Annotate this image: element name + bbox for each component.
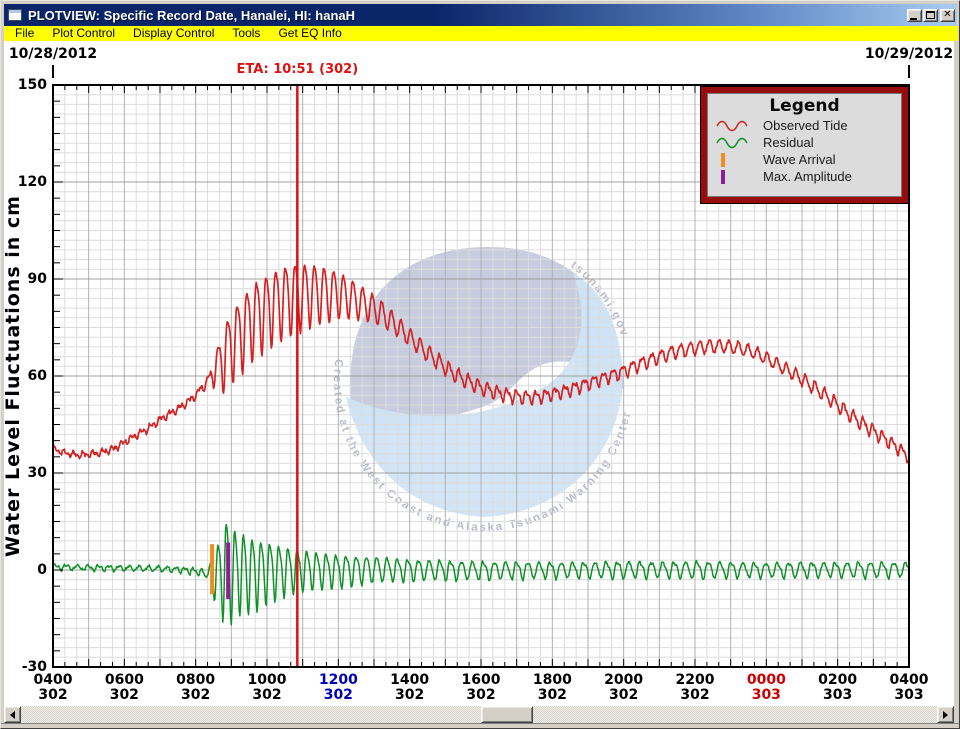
x-tick-label: 1600 302 <box>449 673 513 703</box>
x-tick-time: 1200 <box>318 672 358 688</box>
x-tick-label: 0200 303 <box>806 673 870 703</box>
x-tick-day: 303 <box>894 687 924 703</box>
y-tick-label: -30 <box>21 659 47 675</box>
x-tick-day: 302 <box>609 687 639 703</box>
legend-box: Legend Observed Tide Residual Wave Arrival… <box>701 87 908 203</box>
y-tick-label: 0 <box>37 562 47 578</box>
x-tick-label: 1400 302 <box>378 673 442 703</box>
scroll-right-button[interactable] <box>937 706 954 723</box>
x-tick-label: 2000 302 <box>592 673 656 703</box>
legend-item: Wave Arrival <box>707 151 902 168</box>
scroll-right-icon <box>943 710 952 719</box>
y-tick-label: 120 <box>17 174 47 190</box>
x-tick-label: 0600 302 <box>92 673 156 703</box>
x-tick-day: 303 <box>823 687 853 703</box>
scroll-left-button[interactable] <box>4 706 21 723</box>
y-tick-label: 90 <box>27 271 47 287</box>
vertical-bar-icon <box>707 169 763 185</box>
x-tick-time: 0800 <box>176 672 216 688</box>
legend-item-label: Max. Amplitude <box>763 169 852 184</box>
x-tick-day: 302 <box>680 687 710 703</box>
y-tick-label: 150 <box>17 77 47 93</box>
menu-item-display-control[interactable]: Display Control <box>133 26 215 40</box>
x-tick-time: 0000 <box>746 672 786 688</box>
y-tick-label: 60 <box>27 368 47 384</box>
menu-item-tools[interactable]: Tools <box>232 26 261 40</box>
x-tick-day: 302 <box>38 687 68 703</box>
window-title: PLOTVIEW: Specific Record Date, Hanalei,… <box>28 7 355 23</box>
x-tick-label: 0400 303 <box>877 673 941 703</box>
legend-item: Observed Tide <box>707 117 902 134</box>
scroll-left-icon <box>6 710 15 719</box>
x-tick-time: 0200 <box>818 672 858 688</box>
x-tick-label: 1000 302 <box>235 673 299 703</box>
horizontal-scrollbar[interactable] <box>4 706 954 723</box>
sine-wave-icon <box>707 135 763 151</box>
x-tick-day: 302 <box>323 687 353 703</box>
x-tick-day: 303 <box>751 687 781 703</box>
x-tick-label: 0400 302 <box>21 673 85 703</box>
x-tick-time: 1600 <box>461 672 501 688</box>
legend-items: Observed Tide Residual Wave Arrival Max. Am… <box>707 117 902 185</box>
x-tick-time: 2200 <box>675 672 715 688</box>
x-tick-label: 1800 302 <box>520 673 584 703</box>
menu-item-get-eq-info[interactable]: Get EQ Info <box>278 26 342 40</box>
minimize-button[interactable] <box>907 9 922 22</box>
menu-item-plot-control[interactable]: Plot Control <box>52 26 116 40</box>
maximize-icon <box>926 11 935 19</box>
legend-item-label: Residual <box>763 135 814 150</box>
x-tick-day: 302 <box>109 687 139 703</box>
y-tick-label: 30 <box>27 465 47 481</box>
x-tick-day: 302 <box>466 687 496 703</box>
x-tick-time: 0400 <box>33 672 73 688</box>
x-tick-label: 0800 302 <box>164 673 228 703</box>
x-tick-time: 1000 <box>247 672 287 688</box>
minimize-icon <box>910 18 917 20</box>
vertical-bar-icon <box>707 152 763 168</box>
x-tick-label: 0000 303 <box>734 673 798 703</box>
legend-item-label: Wave Arrival <box>763 152 836 167</box>
x-tick-time: 1800 <box>532 672 572 688</box>
date-label: 10/29/2012 <box>864 46 954 62</box>
app-icon <box>8 9 22 21</box>
legend-item: Residual <box>707 134 902 151</box>
window-bottom-border <box>1 723 959 728</box>
eta-annotation: ETA: 10:51 (302) <box>236 62 359 77</box>
menu-bar: File Plot Control Display Control Tools Get … <box>4 26 958 41</box>
close-button[interactable]: ✕ <box>940 9 955 22</box>
x-tick-label: 1200 302 <box>306 673 370 703</box>
date-label: 10/28/2012 <box>8 46 98 62</box>
close-icon: ✕ <box>943 9 952 20</box>
x-tick-day: 302 <box>252 687 282 703</box>
title-bar[interactable]: PLOTVIEW: Specific Record Date, Hanalei,… <box>4 4 957 26</box>
menu-item-file[interactable]: File <box>15 26 35 40</box>
x-tick-time: 0400 <box>889 672 929 688</box>
legend-title: Legend <box>769 96 840 116</box>
maximize-button[interactable] <box>923 9 938 22</box>
x-tick-day: 302 <box>395 687 425 703</box>
scrollbar-thumb[interactable] <box>481 706 533 723</box>
x-tick-time: 0600 <box>104 672 144 688</box>
legend-item-label: Observed Tide <box>763 118 848 133</box>
sine-wave-icon <box>707 118 763 134</box>
x-tick-day: 302 <box>537 687 567 703</box>
x-tick-time: 2000 <box>604 672 644 688</box>
legend-item: Max. Amplitude <box>707 168 902 185</box>
x-tick-time: 1400 <box>390 672 430 688</box>
x-tick-label: 2200 302 <box>663 673 727 703</box>
x-tick-day: 302 <box>181 687 211 703</box>
